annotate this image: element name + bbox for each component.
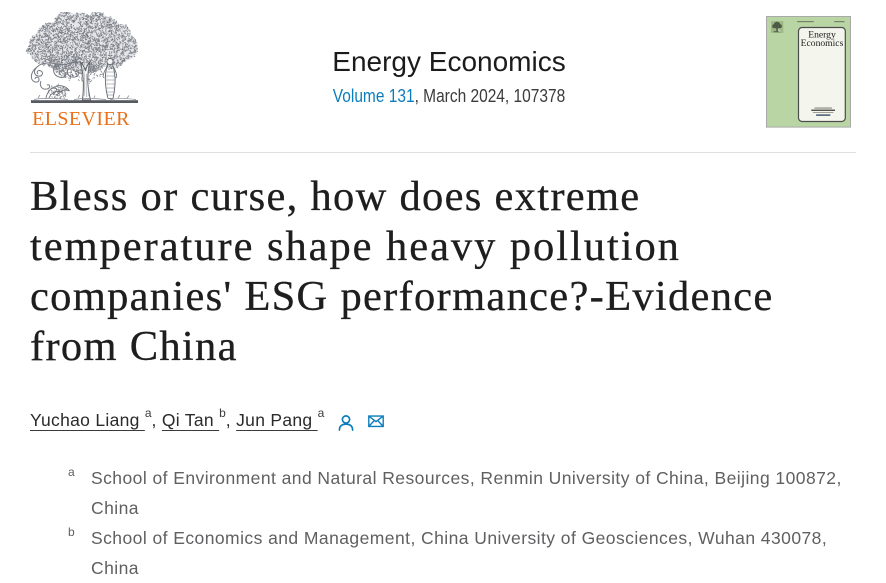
svg-text:Economics: Economics: [801, 38, 844, 49]
svg-text:Energy: Energy: [808, 30, 836, 41]
svg-text:ELSEVIER: ELSEVIER: [32, 108, 130, 130]
